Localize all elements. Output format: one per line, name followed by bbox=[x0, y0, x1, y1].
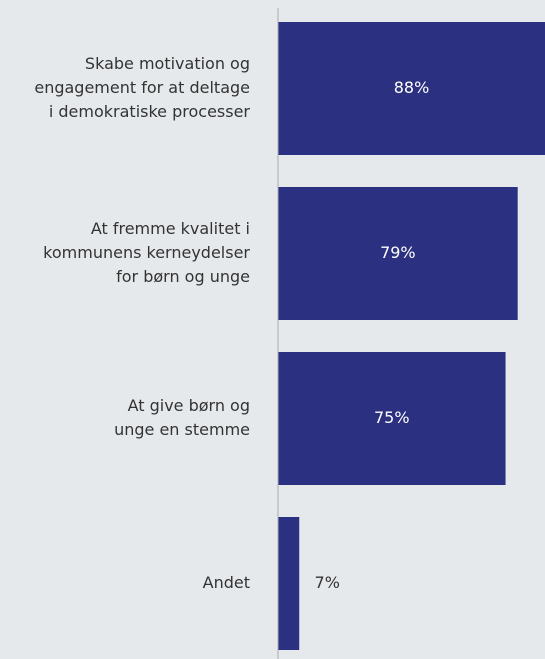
category-label: i demokratiske processer bbox=[49, 102, 251, 121]
category-label: unge en stemme bbox=[114, 420, 250, 439]
bar bbox=[278, 22, 545, 155]
category-label: for børn og unge bbox=[116, 267, 250, 286]
category-label: At give børn og bbox=[128, 396, 250, 415]
value-label: 75% bbox=[374, 408, 410, 427]
bar bbox=[278, 517, 300, 650]
category-label: Andet bbox=[203, 573, 250, 592]
value-label: 88% bbox=[394, 78, 430, 97]
bar bbox=[278, 352, 506, 485]
value-label: 79% bbox=[380, 243, 416, 262]
bar bbox=[278, 187, 518, 320]
value-label: 7% bbox=[315, 573, 340, 592]
category-label: kommunens kerneydelser bbox=[43, 243, 250, 262]
category-label: Skabe motivation og bbox=[85, 54, 250, 73]
category-label: At fremme kvalitet i bbox=[91, 219, 250, 238]
category-label: engagement for at deltage bbox=[34, 78, 250, 97]
